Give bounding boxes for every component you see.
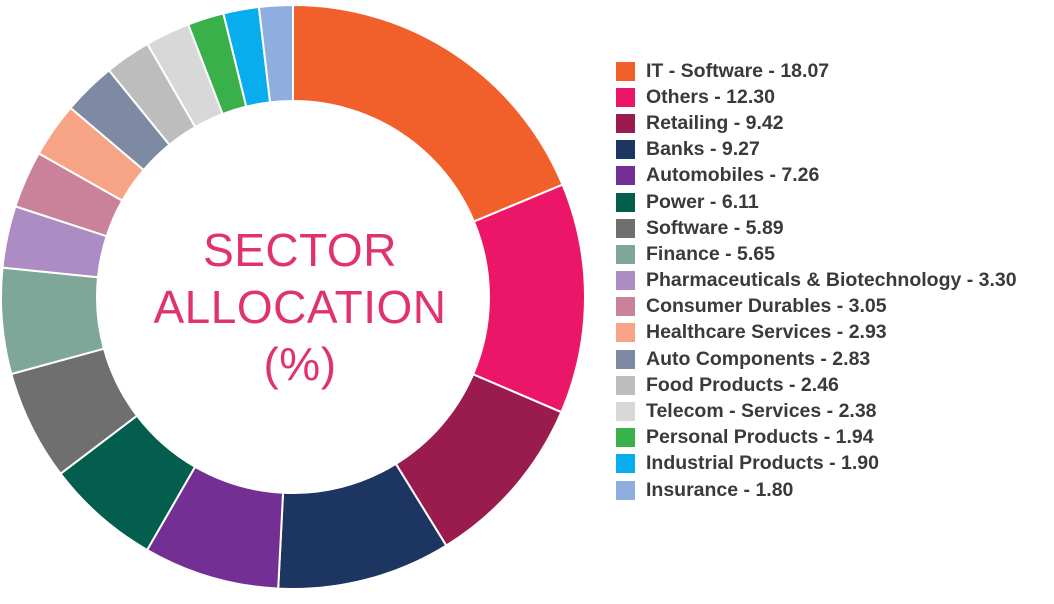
legend-item: Finance - 5.65	[616, 241, 1046, 267]
legend-item: Banks - 9.27	[616, 137, 1046, 163]
legend-item: Personal Products - 1.94	[616, 425, 1046, 451]
chart-title-line-1: SECTOR	[203, 224, 397, 276]
legend-label: Personal Products - 1.94	[646, 426, 874, 449]
donut-slice	[257, 3, 294, 104]
legend-item: IT - Software - 18.07	[616, 58, 1046, 84]
legend-label: Industrial Products - 1.90	[646, 452, 879, 475]
legend-swatch	[616, 297, 635, 317]
legend-swatch	[616, 192, 635, 212]
legend-swatch	[616, 113, 635, 133]
legend-label: Auto Components - 2.83	[646, 347, 871, 370]
legend-swatch	[616, 323, 635, 343]
legend-item: Consumer Durables - 3.05	[616, 294, 1046, 320]
legend-swatch	[616, 140, 635, 160]
legend-swatch	[616, 218, 635, 238]
legend-label: Pharmaceuticals & Biotechnology - 3.30	[646, 269, 1017, 292]
legend-item: Insurance - 1.80	[616, 477, 1046, 503]
legend-item: Food Products - 2.46	[616, 372, 1046, 398]
legend-label: Retailing - 9.42	[646, 111, 784, 134]
legend-item: Software - 5.89	[616, 215, 1046, 241]
legend-label: Banks - 9.27	[646, 138, 760, 161]
legend-label: Automobiles - 7.26	[646, 164, 820, 187]
legend-item: Industrial Products - 1.90	[616, 451, 1046, 477]
legend-swatch	[616, 271, 635, 291]
legend-item: Auto Components - 2.83	[616, 346, 1046, 372]
legend-swatch	[616, 61, 635, 81]
donut-slice	[292, 3, 564, 223]
chart-center-title: SECTOR ALLOCATION (%)	[105, 222, 495, 393]
legend-swatch	[616, 402, 635, 422]
legend-swatch	[616, 375, 635, 395]
legend-item: Power - 6.11	[616, 189, 1046, 215]
legend-swatch	[616, 244, 635, 264]
legend-label: Healthcare Services - 2.93	[646, 321, 887, 344]
legend-swatch	[616, 166, 635, 186]
legend-label: Software - 5.89	[646, 216, 784, 239]
legend-item: Healthcare Services - 2.93	[616, 320, 1046, 346]
legend-swatch	[616, 87, 635, 107]
legend-item: Telecom - Services - 2.38	[616, 398, 1046, 424]
legend-swatch	[616, 480, 635, 500]
legend-swatch	[616, 349, 635, 369]
legend-label: Power - 6.11	[646, 190, 759, 213]
chart-title-line-2: ALLOCATION	[153, 281, 447, 333]
chart-legend: IT - Software - 18.07 Others - 12.30 Retai…	[616, 58, 1046, 503]
legend-item: Automobiles - 7.26	[616, 163, 1046, 189]
donut-chart	[0, 3, 586, 590]
legend-label: Insurance - 1.80	[646, 478, 794, 501]
legend-item: Others - 12.30	[616, 84, 1046, 110]
legend-label: Food Products - 2.46	[646, 373, 839, 396]
legend-item: Pharmaceuticals & Biotechnology - 3.30	[616, 268, 1046, 294]
legend-label: Telecom - Services - 2.38	[646, 400, 877, 423]
legend-item: Retailing - 9.42	[616, 110, 1046, 136]
legend-label: IT - Software - 18.07	[646, 59, 830, 82]
legend-swatch	[616, 428, 635, 448]
legend-label: Consumer Durables - 3.05	[646, 295, 887, 318]
legend-swatch	[616, 454, 635, 474]
legend-label: Others - 12.30	[646, 85, 775, 108]
legend-label: Finance - 5.65	[646, 242, 775, 265]
chart-title-line-3: (%)	[263, 338, 337, 390]
